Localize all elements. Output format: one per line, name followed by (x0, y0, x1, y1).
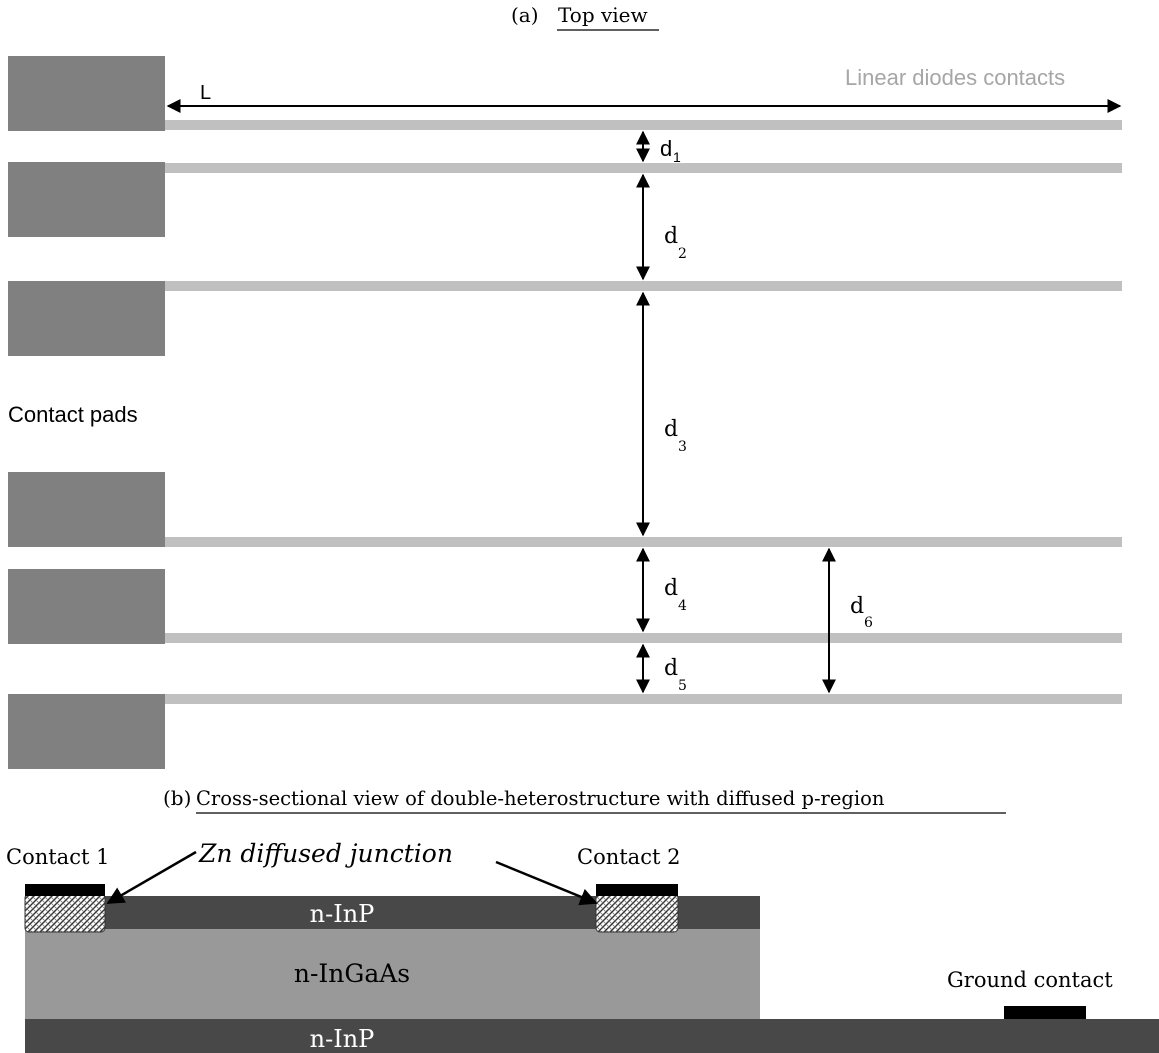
caption-b-prefix: (b) (163, 786, 191, 810)
svg-text:d: d (660, 136, 672, 161)
caption-a-text: Top view (558, 3, 648, 27)
svg-text:4: 4 (678, 598, 687, 614)
diode-strip-6 (165, 694, 1122, 704)
contact-pad-1 (8, 56, 165, 131)
top-view-caption: (a) Top view (511, 3, 659, 31)
d1-label: d 1 (660, 136, 681, 165)
d2-label: d 2 (664, 224, 687, 262)
contact-2 (596, 884, 678, 896)
contact-1-label: Contact 1 (6, 845, 109, 869)
d3-label: d 3 (664, 417, 687, 455)
d6-label: d 6 (850, 594, 873, 631)
diode-strip-2 (165, 163, 1122, 173)
layer-n-ingaas (25, 929, 760, 1019)
layer-bottom-n-inp (25, 1019, 1159, 1053)
contact-2-label: Contact 2 (577, 845, 680, 869)
contact-pad-3 (8, 281, 165, 356)
svg-text:d: d (664, 656, 678, 681)
d4-label: d 4 (664, 576, 687, 614)
zn-pointer-1 (106, 850, 197, 905)
zn-diffused-region-2 (595, 893, 679, 933)
layer-mid-label: n-InGaAs (294, 959, 410, 988)
svg-text:6: 6 (864, 615, 873, 631)
contact-pad-5 (8, 569, 165, 644)
ground-contact (1004, 1006, 1086, 1019)
svg-text:3: 3 (678, 439, 687, 455)
contact-pad-6 (8, 694, 165, 769)
svg-text:5: 5 (678, 678, 687, 694)
layer-top-label: n-InP (310, 900, 375, 928)
ground-contact-label: Ground contact (947, 968, 1113, 992)
svg-text:2: 2 (678, 246, 687, 262)
contact-1 (25, 884, 105, 896)
svg-text:d: d (664, 224, 678, 249)
diode-strip-1 (165, 120, 1122, 130)
diode-strip-3 (165, 281, 1122, 291)
svg-text:d: d (664, 576, 678, 601)
zn-pointer-2 (495, 860, 598, 906)
linear-diodes-label: Linear diodes contacts (845, 65, 1065, 90)
zn-diffused-region-1 (24, 893, 106, 933)
contact-pad-2 (8, 162, 165, 237)
layer-bottom-label: n-InP (310, 1025, 375, 1053)
svg-text:d: d (850, 594, 864, 619)
caption-a-prefix: (a) (511, 3, 539, 27)
length-label: L (200, 82, 211, 104)
d5-label: d 5 (664, 656, 687, 694)
cross-section-caption: (b) Cross-sectional view of double-heter… (163, 786, 1006, 814)
svg-text:1: 1 (673, 149, 681, 165)
zn-junction-label: Zn diffused junction (198, 839, 453, 868)
contact-pads-label: Contact pads (8, 402, 138, 427)
caption-b-text: Cross-sectional view of double-heterostr… (196, 787, 885, 810)
svg-text:d: d (664, 417, 678, 442)
diode-strip-5 (165, 633, 1122, 643)
contact-pad-4 (8, 472, 165, 547)
diode-strip-4 (165, 537, 1122, 547)
